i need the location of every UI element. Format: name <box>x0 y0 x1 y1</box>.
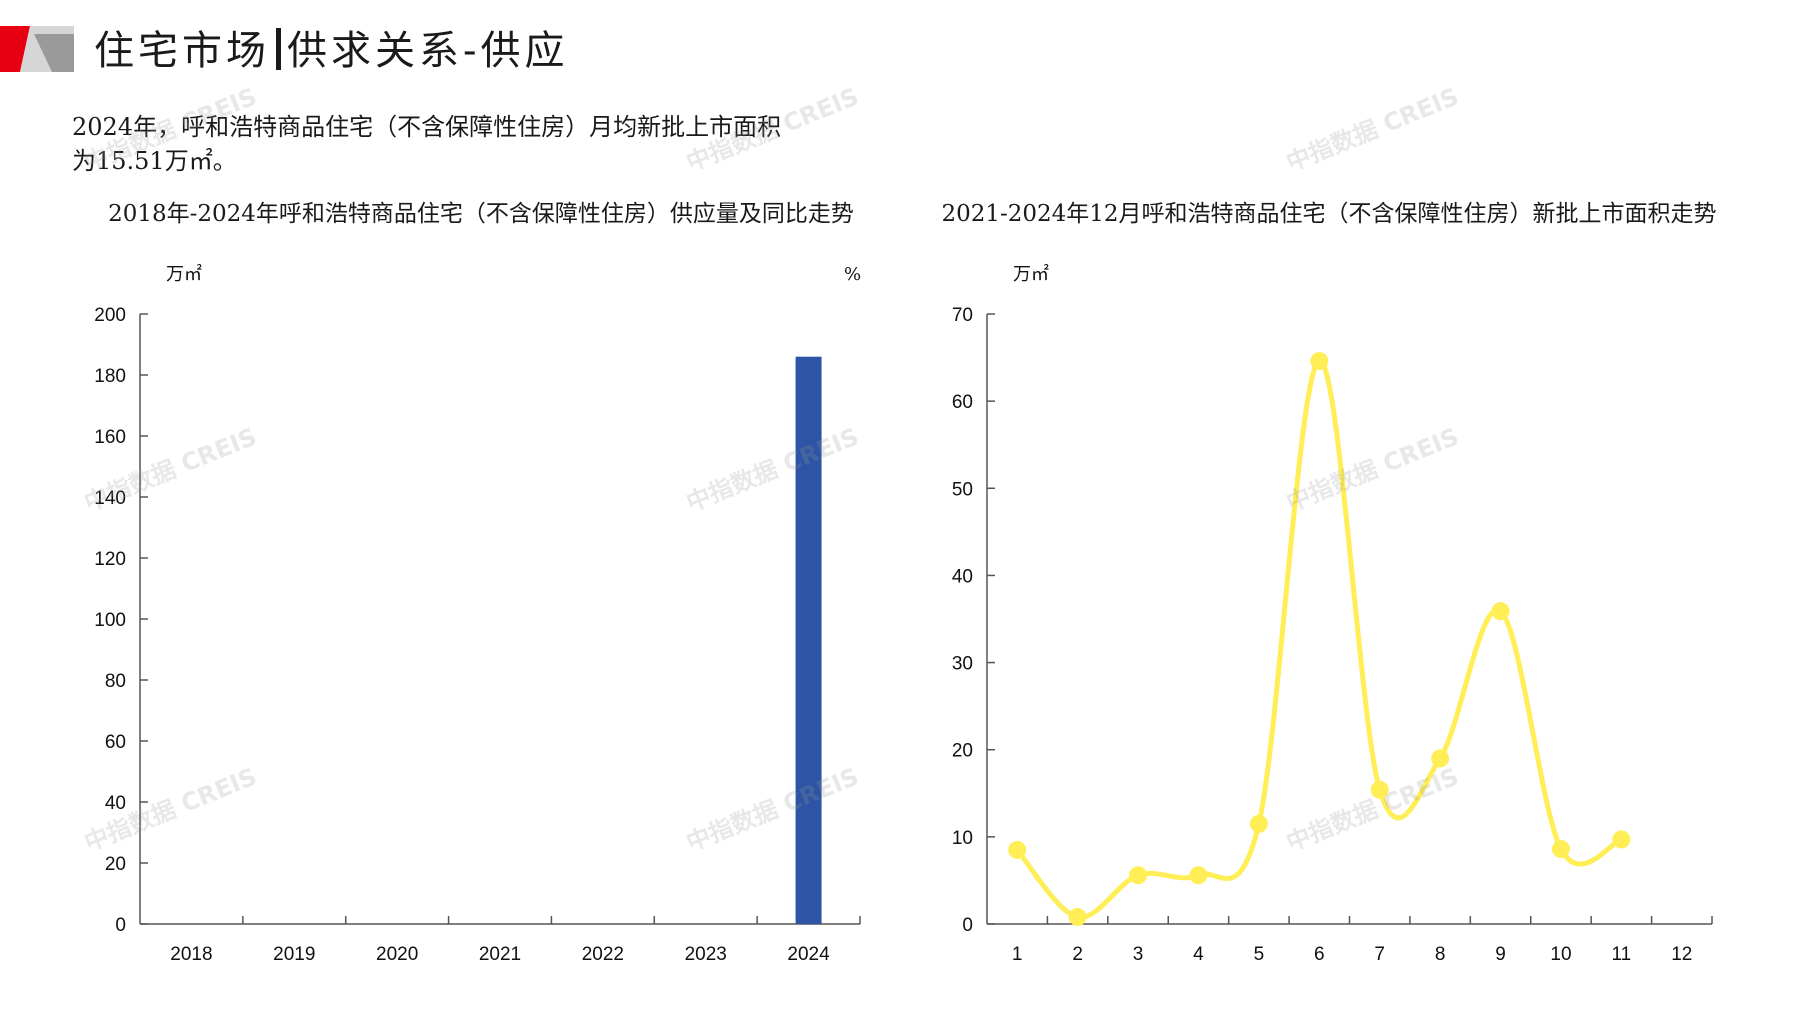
right-x-tick-label: 7 <box>1374 944 1385 965</box>
right-series-line <box>1014 358 1624 920</box>
right-x-tick-label: 11 <box>1612 944 1632 965</box>
left-y-tick-label: 40 <box>105 793 126 814</box>
right-chart-title: 2021-2024年12月呼和浩特商品住宅（不含保障性住房）新批上市面积走势 <box>941 201 1717 227</box>
summary-line-2: 为15.51万㎡。 <box>72 147 237 175</box>
right-x-tick-label: 8 <box>1435 944 1446 965</box>
right-data-point <box>1008 840 1027 859</box>
left-y-tick-label: 20 <box>105 854 126 875</box>
right-x-tick-label: 10 <box>1550 944 1571 965</box>
right-y-tick-label: 30 <box>952 654 973 675</box>
left-x-tick-label: 2023 <box>685 944 727 965</box>
left-y-tick-label: 140 <box>94 488 126 509</box>
left-x-tick-label: 2019 <box>273 944 315 965</box>
right-y-tick-label: 70 <box>952 305 973 326</box>
right-x-tick-label: 2 <box>1072 944 1083 965</box>
summary-text: 2024年，呼和浩特商品住宅（不含保障性住房）月均新批上市面积 为15.51万㎡… <box>72 110 892 178</box>
left-y2-unit-label: % <box>844 264 861 285</box>
summary-line-1: 2024年，呼和浩特商品住宅（不含保障性住房）月均新批上市面积 <box>72 113 782 141</box>
left-y-tick-label: 80 <box>105 671 126 692</box>
brand-logo-icon <box>0 26 74 72</box>
right-data-point <box>1551 840 1570 859</box>
right-data-point <box>1370 780 1389 799</box>
right-data-point <box>1431 749 1450 768</box>
right-x-tick-label: 12 <box>1671 944 1692 965</box>
left-y-tick-label: 160 <box>94 427 126 448</box>
right-y-tick-label: 40 <box>952 566 973 587</box>
page-title: 住宅市场 供求关系-供应 <box>94 18 569 76</box>
left-y-tick-label: 0 <box>115 915 126 936</box>
right-y-tick-label: 60 <box>952 392 973 413</box>
left-y-unit-label: 万㎡ <box>166 263 202 285</box>
left-y-tick-label: 180 <box>94 366 126 387</box>
right-data-point <box>1068 908 1087 927</box>
right-data-point <box>1612 830 1631 849</box>
left-y-tick-label: 100 <box>94 610 126 631</box>
right-x-tick-label: 9 <box>1495 944 1506 965</box>
right-y-tick-label: 20 <box>952 741 973 762</box>
left-y-tick-label: 60 <box>105 732 126 753</box>
right-x-tick-label: 4 <box>1193 944 1204 965</box>
right-data-point <box>1310 352 1329 371</box>
left-x-tick-label: 2022 <box>582 944 624 965</box>
left-x-tick-label: 2020 <box>376 944 418 965</box>
right-x-tick-label: 6 <box>1314 944 1325 965</box>
left-x-tick-label: 2021 <box>479 944 521 965</box>
right-x-tick-label: 3 <box>1133 944 1144 965</box>
page-title-part1: 住宅市场 <box>94 28 270 74</box>
right-data-point <box>1129 866 1148 885</box>
left-y-tick-label: 120 <box>94 549 126 570</box>
title-divider <box>276 28 281 70</box>
right-y-unit-label: 万㎡ <box>1013 263 1049 285</box>
page-title-part2: 供求关系-供应 <box>287 28 569 74</box>
right-y-tick-label: 10 <box>952 828 973 849</box>
right-data-point <box>1491 602 1510 621</box>
right-x-tick-label: 5 <box>1254 944 1265 965</box>
left-x-tick-label: 2024 <box>787 944 830 965</box>
right-x-tick-label: 1 <box>1012 944 1023 965</box>
left-chart-title: 2018年-2024年呼和浩特商品住宅（不含保障性住房）供应量及同比走势 <box>108 201 854 227</box>
right-y-tick-label: 0 <box>962 915 973 936</box>
left-bar <box>795 356 822 924</box>
right-data-point <box>1249 814 1268 833</box>
right-data-point <box>1189 866 1208 885</box>
right-y-tick-label: 50 <box>952 479 973 500</box>
left-y-tick-label: 200 <box>94 305 126 326</box>
left-x-tick-label: 2018 <box>170 944 212 965</box>
